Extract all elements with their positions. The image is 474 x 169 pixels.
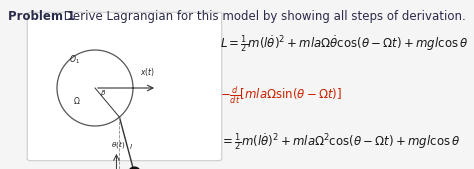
Text: Problem 1: Problem 1 [8,10,75,23]
Text: $\Omega$: $\Omega$ [73,94,81,105]
FancyBboxPatch shape [27,12,222,161]
Text: Derive Lagrangian for this model by showing all steps of derivation.: Derive Lagrangian for this model by show… [60,10,466,23]
Text: $O_1$: $O_1$ [69,54,80,66]
Polygon shape [128,167,140,169]
Text: $\beta$: $\beta$ [100,88,106,98]
Text: $= \frac{1}{2}m(l\dot{\theta})^2 + mla\Omega^2\cos(\theta - \Omega t) + mgl\cos\: $= \frac{1}{2}m(l\dot{\theta})^2 + mla\O… [220,132,461,153]
Text: $x(t)$: $x(t)$ [140,66,155,78]
Text: $\theta(t)$: $\theta(t)$ [111,139,126,150]
Text: $-\frac{d}{dt}[mla\Omega\sin(\theta - \Omega t)]$: $-\frac{d}{dt}[mla\Omega\sin(\theta - \O… [220,84,342,106]
Text: $l$: $l$ [129,142,133,151]
Text: $L = \frac{1}{2}m(l\dot{\theta})^2 + mla\Omega\dot{\theta}\cos(\theta - \Omega t: $L = \frac{1}{2}m(l\dot{\theta})^2 + mla… [220,34,469,55]
